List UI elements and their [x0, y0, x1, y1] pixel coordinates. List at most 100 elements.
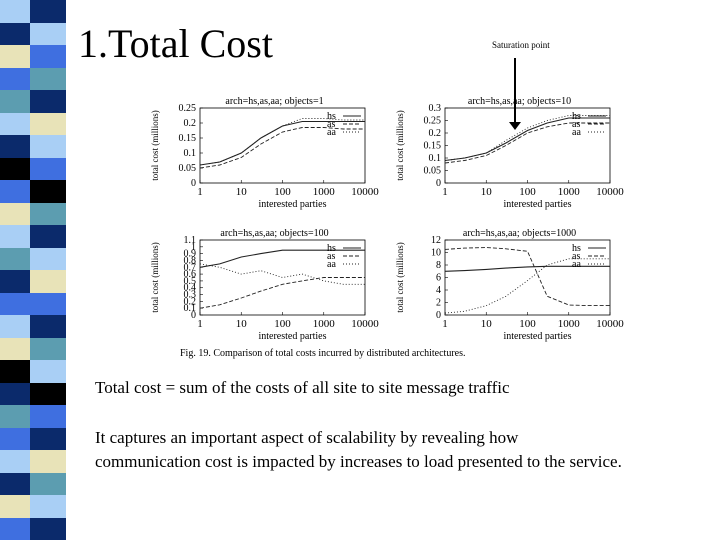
x-tick-label: 1 — [442, 186, 448, 198]
stripe-block — [0, 22, 30, 45]
x-axis-label: interested parties — [258, 199, 326, 210]
slide-title: 1.Total Cost — [78, 21, 273, 66]
stripe-block — [0, 382, 30, 405]
stripe-block — [0, 180, 30, 203]
stripe-block — [30, 90, 66, 113]
stripe-block — [30, 315, 66, 338]
legend-label-aa: aa — [572, 127, 581, 138]
stripe-block — [30, 157, 66, 180]
stripe-block — [30, 67, 66, 90]
stripe-block — [0, 427, 30, 450]
x-tick-label: 10000 — [596, 186, 624, 198]
stripe-block — [0, 0, 30, 23]
y-tick-label: 2 — [436, 298, 441, 309]
legend-label-aa: aa — [327, 127, 336, 138]
y-tick-label: 0.8 — [184, 255, 197, 266]
series-line-hs — [444, 265, 610, 272]
series-line-as — [199, 277, 365, 309]
stripe-block — [30, 180, 66, 203]
stripe-block — [30, 135, 66, 158]
y-tick-label: 6 — [436, 273, 441, 284]
y-tick-label: 0 — [436, 178, 441, 189]
stripe-block — [30, 495, 66, 518]
x-tick-label: 10000 — [351, 186, 379, 198]
legend-label-as: as — [327, 119, 335, 130]
stripe-block — [0, 202, 30, 225]
saturation-arrow-shaft — [514, 58, 516, 126]
stripe-block — [0, 450, 30, 473]
decorative-stripe — [0, 0, 68, 540]
y-tick-label: 0 — [436, 310, 441, 321]
y-tick-label: 0.2 — [184, 296, 197, 307]
y-tick-label: 0.05 — [179, 163, 197, 174]
stripe-block — [0, 270, 30, 293]
stripe-block — [30, 292, 66, 315]
stripe-block — [0, 405, 30, 428]
stripe-block — [0, 45, 30, 68]
x-tick-label: 1000 — [558, 186, 581, 198]
stripe-block — [0, 90, 30, 113]
x-tick-label: 10 — [481, 318, 493, 330]
x-tick-label: 1000 — [313, 318, 336, 330]
saturation-annotation: Saturation point — [492, 40, 550, 50]
legend-label-as: as — [572, 119, 580, 130]
stripe-block — [0, 112, 30, 135]
x-tick-label: 1000 — [313, 186, 336, 198]
x-tick-label: 10 — [236, 318, 248, 330]
x-tick-label: 100 — [274, 186, 291, 198]
y-tick-label: 0.6 — [184, 269, 197, 280]
paragraph-total-cost: Total cost = sum of the costs of all sit… — [95, 378, 510, 397]
stripe-block — [0, 67, 30, 90]
x-tick-label: 1000 — [558, 318, 581, 330]
y-tick-label: 0.1 — [184, 303, 197, 314]
x-tick-label: 1 — [197, 318, 203, 330]
legend-label-aa: aa — [327, 259, 336, 270]
y-tick-label: 0.15 — [179, 133, 197, 144]
stripe-block — [30, 517, 66, 540]
y-tick-label: 0.25 — [424, 116, 442, 127]
stripe-block — [30, 405, 66, 428]
series-line-hs — [199, 249, 365, 268]
legend-label-hs: hs — [327, 243, 336, 254]
legend-label-hs: hs — [572, 243, 581, 254]
plot-frame — [444, 107, 611, 184]
stripe-block — [30, 472, 66, 495]
x-tick-label: 10 — [481, 186, 493, 198]
y-axis-label: total cost (millions) — [150, 110, 160, 181]
legend-label-aa: aa — [572, 259, 581, 270]
y-tick-label: 8 — [436, 260, 441, 271]
y-tick-label: 0.2 — [429, 128, 442, 139]
stripe-block — [30, 382, 66, 405]
stripe-block — [30, 427, 66, 450]
y-tick-label: 0.1 — [429, 153, 442, 164]
y-tick-label: 10 — [431, 248, 441, 259]
y-tick-label: 0.15 — [424, 141, 442, 152]
stripe-block — [30, 202, 66, 225]
y-tick-label: 4 — [436, 285, 441, 296]
stripe-block — [0, 360, 30, 383]
stripe-block — [0, 292, 30, 315]
stripe-block — [0, 135, 30, 158]
x-tick-label: 10 — [236, 186, 248, 198]
stripe-block — [30, 112, 66, 135]
y-tick-label: 0.1 — [184, 148, 197, 159]
saturation-arrow-head — [509, 122, 521, 130]
y-tick-label: 0.3 — [429, 103, 442, 114]
y-tick-label: 0.4 — [184, 283, 197, 294]
plot-title: arch=hs,as,aa; objects=1000 — [463, 228, 576, 239]
stripe-block — [30, 360, 66, 383]
stripe-block — [0, 472, 30, 495]
stripe-block — [0, 337, 30, 360]
x-axis-label: interested parties — [503, 331, 571, 342]
series-line-as — [444, 247, 610, 307]
legend-label-hs: hs — [572, 111, 581, 122]
x-tick-label: 1 — [197, 186, 203, 198]
x-tick-label: 10000 — [351, 318, 379, 330]
x-tick-label: 100 — [519, 186, 536, 198]
stripe-block — [0, 315, 30, 338]
y-tick-label: 0.9 — [184, 249, 197, 260]
stripe-block — [30, 22, 66, 45]
series-line-aa — [444, 115, 610, 161]
x-axis-label: interested parties — [258, 331, 326, 342]
